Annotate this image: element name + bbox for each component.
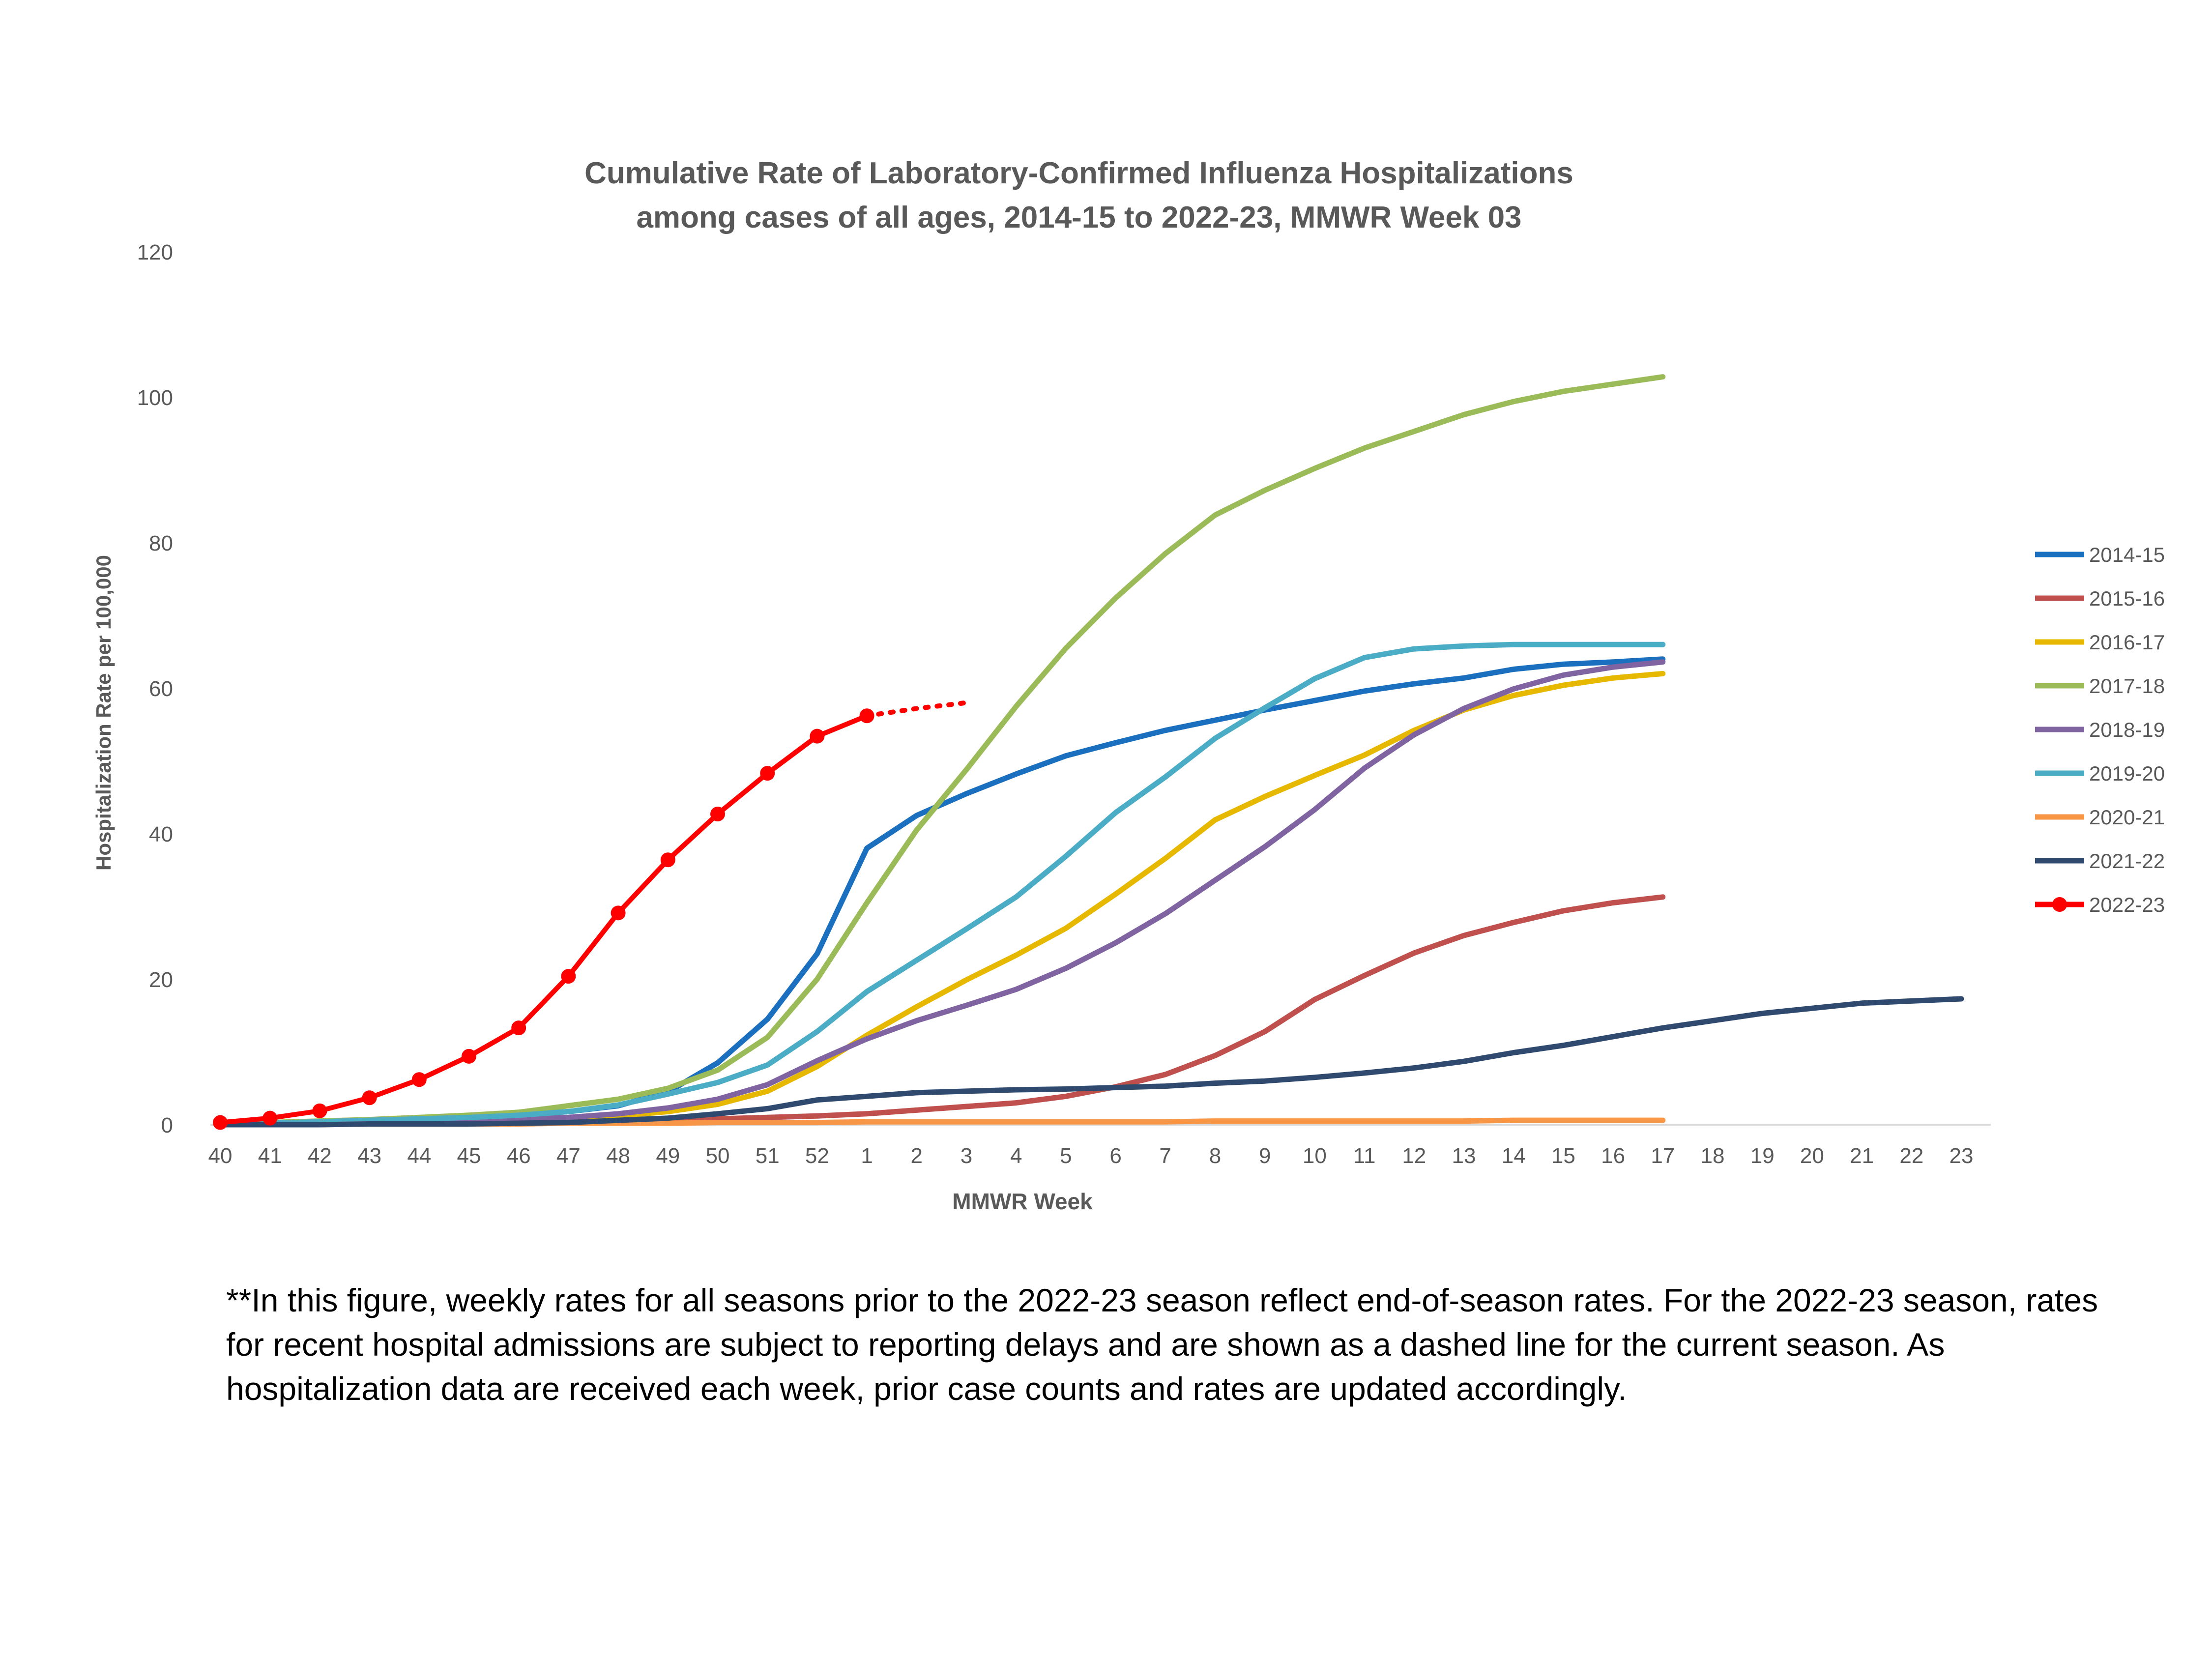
series-line-2014-15 (217, 656, 1666, 1127)
x-tick-label: 14 (1502, 1144, 1526, 1168)
series-line-2018-19 (217, 659, 1666, 1127)
x-tick-label: 16 (1601, 1144, 1625, 1168)
x-tick-label: 9 (1259, 1144, 1271, 1168)
x-tick-label: 42 (308, 1144, 332, 1168)
x-tick-label: 17 (1651, 1144, 1675, 1168)
x-tick-label: 18 (1701, 1144, 1725, 1168)
series-2021-22 (217, 996, 1964, 1128)
y-tick-label: 80 (149, 531, 173, 555)
chart-title-line-1: Cumulative Rate of Laboratory-Confirmed … (584, 156, 1573, 190)
x-tick-label: 4 (1010, 1144, 1022, 1168)
x-tick-label: 1 (861, 1144, 873, 1168)
legend-label: 2018-19 (2089, 718, 2165, 741)
x-tick-label: 10 (1303, 1144, 1327, 1168)
data-point (362, 1090, 377, 1106)
series-2018-19 (217, 659, 1666, 1127)
legend-label: 2022-23 (2089, 893, 2165, 916)
x-tick-label: 8 (1209, 1144, 1221, 1168)
x-tick-label: 7 (1160, 1144, 1171, 1168)
y-tick-label: 60 (149, 677, 173, 701)
series-line-2021-22 (217, 996, 1964, 1128)
data-point (561, 969, 576, 984)
legend-marker (2052, 897, 2067, 912)
chart-title-line-2: among cases of all ages, 2014-15 to 2022… (636, 201, 1521, 234)
series-2022-23 (213, 700, 969, 1130)
x-tick-label: 48 (606, 1144, 630, 1168)
data-point (411, 1072, 427, 1087)
x-tick-label: 21 (1850, 1144, 1874, 1168)
y-tick-label: 20 (149, 968, 173, 992)
series-line-2019-20 (217, 641, 1666, 1127)
data-point (710, 807, 725, 822)
x-tick-label: 3 (960, 1144, 972, 1168)
legend-item-2020-21: 2020-21 (2035, 806, 2165, 829)
data-point (213, 1115, 228, 1130)
legend-label: 2019-20 (2089, 762, 2165, 785)
legend-item-2014-15: 2014-15 (2035, 543, 2165, 566)
x-tick-label: 6 (1109, 1144, 1121, 1168)
legend-item-2019-20: 2019-20 (2035, 762, 2165, 785)
x-tick-label: 20 (1800, 1144, 1824, 1168)
chart-title: Cumulative Rate of Laboratory-Confirmed … (584, 156, 1573, 234)
y-axis-title: Hospitalization Rate per 100,000 (92, 555, 115, 871)
x-tick-label: 45 (457, 1144, 481, 1168)
x-tick-label: 5 (1060, 1144, 1072, 1168)
x-tick-label: 12 (1402, 1144, 1426, 1168)
data-point (760, 766, 775, 781)
y-tick-label: 120 (137, 240, 173, 264)
legend-item-2022-23: 2022-23 (2035, 893, 2165, 916)
data-point (611, 905, 626, 921)
legend-label: 2016-17 (2089, 631, 2165, 654)
legend-label: 2020-21 (2089, 806, 2165, 829)
x-tick-label: 41 (258, 1144, 282, 1168)
x-tick-label: 22 (1899, 1144, 1923, 1168)
x-tick-label: 13 (1452, 1144, 1476, 1168)
data-point (262, 1110, 278, 1126)
series-line-provisional (864, 700, 969, 719)
legend-item-2018-19: 2018-19 (2035, 718, 2165, 741)
data-point (810, 728, 825, 744)
x-tick-label: 23 (1950, 1144, 1974, 1168)
x-tick-label: 52 (805, 1144, 829, 1168)
x-tick-label: 11 (1353, 1144, 1376, 1168)
data-point (660, 852, 675, 868)
x-tick-label: 46 (507, 1144, 531, 1168)
y-tick-label: 40 (149, 822, 173, 846)
legend-item-2015-16: 2015-16 (2035, 587, 2165, 610)
legend-label: 2014-15 (2089, 543, 2165, 566)
x-tick-label: 47 (556, 1144, 581, 1168)
x-tick-label: 44 (407, 1144, 431, 1168)
series-line-2016-17 (217, 670, 1666, 1127)
x-tick-label: 2 (911, 1144, 923, 1168)
footnote: **In this figure, weekly rates for all s… (226, 1282, 2098, 1407)
data-point (511, 1020, 526, 1036)
series-2016-17 (217, 670, 1666, 1127)
y-axis: 0 20 40 60 80 100 120 Hospitalization Rate per … (92, 240, 173, 1137)
x-tick-label: 49 (656, 1144, 680, 1168)
legend-item-2016-17: 2016-17 (2035, 631, 2165, 654)
legend-item-2021-22: 2021-22 (2035, 849, 2165, 873)
legend-item-2017-18: 2017-18 (2035, 674, 2165, 698)
legend-label: 2015-16 (2089, 587, 2165, 610)
data-point (462, 1048, 476, 1064)
legend-label: 2021-22 (2089, 849, 2165, 873)
x-axis-title: MMWR Week (952, 1189, 1093, 1214)
x-tick-label: 51 (756, 1144, 780, 1168)
series-2019-20 (217, 641, 1666, 1127)
x-tick-label: 15 (1551, 1144, 1575, 1168)
legend-label: 2017-18 (2089, 674, 2165, 698)
series-line-2022-23 (218, 713, 870, 1125)
x-tick-label: 40 (208, 1144, 233, 1168)
data-point (312, 1103, 327, 1118)
x-tick-label: 19 (1750, 1144, 1775, 1168)
y-tick-label: 100 (137, 386, 173, 410)
series-lines (213, 374, 1964, 1130)
x-tick-label: 43 (357, 1144, 381, 1168)
legend: 2014-15 2015-16 2016-17 2017-18 2018-19 2019-… (2035, 543, 2165, 916)
y-tick-label: 0 (161, 1113, 173, 1137)
series-2014-15 (217, 656, 1666, 1127)
x-tick-label: 50 (706, 1144, 730, 1168)
x-axis: 40 41 42 43 44 45 46 47 48 49 50 51 52 1 2 3 4 5 6 7 8 9 10 11 1… (208, 1124, 1991, 1214)
